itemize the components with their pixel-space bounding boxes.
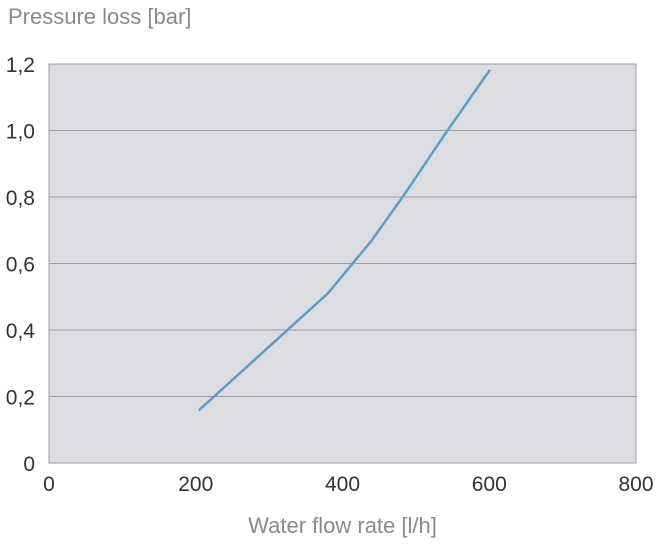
x-tick-label: 800 [618,473,653,496]
x-axis-title: Water flow rate [l/h] [248,513,437,538]
y-tick-label: 0,8 [6,187,35,210]
x-tick-label: 200 [178,473,213,496]
x-tick-label: 600 [472,473,507,496]
series-line-0 [198,69,491,412]
y-tick-label: 1,2 [6,54,35,77]
y-tick-label: 0,6 [6,254,35,277]
y-tick-label: 0,2 [6,387,35,410]
y-tick-label: 1,0 [6,121,35,144]
y-tick-label: 0,4 [6,320,36,343]
x-tick-label: 400 [325,473,360,496]
y-axis-title: Pressure loss [bar] [8,4,192,29]
x-tick-label: 0 [43,473,55,496]
y-tick-label: 0 [23,453,35,476]
